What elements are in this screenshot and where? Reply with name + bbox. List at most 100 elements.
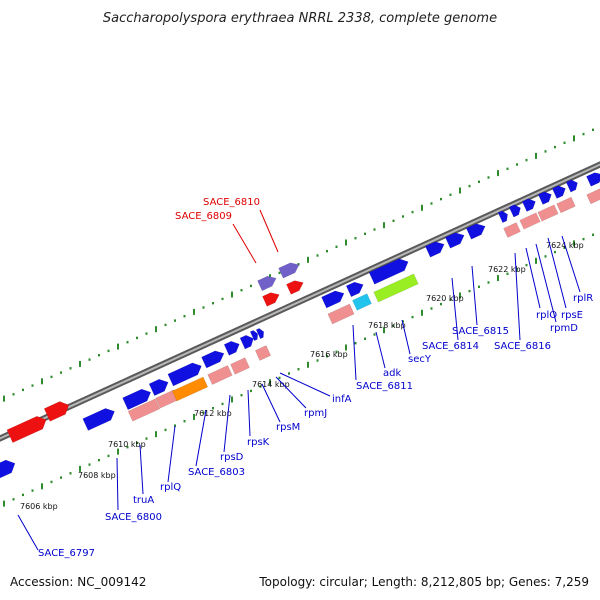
gene-feature[interactable] bbox=[503, 222, 521, 238]
tick-dot bbox=[392, 324, 395, 327]
gene-label[interactable]: SACE_6811 bbox=[356, 381, 413, 392]
gene-label[interactable]: secY bbox=[408, 354, 432, 365]
tick-dot bbox=[506, 272, 509, 275]
gene-label[interactable]: rplQ bbox=[160, 482, 181, 493]
gene-feature[interactable] bbox=[345, 279, 366, 298]
gene-feature[interactable] bbox=[424, 239, 446, 258]
gene-label[interactable]: rplR bbox=[573, 293, 593, 304]
gene-label[interactable]: rpmJ bbox=[304, 408, 327, 419]
gene-feature[interactable] bbox=[278, 260, 302, 279]
gene-label[interactable]: SACE_6803 bbox=[188, 467, 245, 478]
gene-feature[interactable] bbox=[508, 203, 523, 218]
gene-feature[interactable] bbox=[497, 209, 510, 223]
label-leader bbox=[401, 319, 411, 355]
gene-label[interactable]: rpmD bbox=[550, 323, 578, 334]
tick-dot bbox=[259, 385, 262, 388]
tick-dot bbox=[69, 472, 72, 475]
gene-feature[interactable] bbox=[254, 345, 272, 361]
tick-dot bbox=[506, 167, 509, 170]
gene-feature[interactable] bbox=[519, 212, 541, 230]
tick-dot bbox=[449, 193, 452, 196]
tick-dot bbox=[145, 437, 148, 440]
gene-feature[interactable] bbox=[0, 457, 18, 480]
label-leaders bbox=[17, 209, 581, 551]
tick-label: 7622 kbp bbox=[488, 265, 526, 274]
gene-feature[interactable] bbox=[373, 273, 419, 303]
gene-feature[interactable] bbox=[207, 365, 233, 385]
tick-dot bbox=[307, 256, 309, 263]
gene-feature[interactable] bbox=[321, 288, 347, 309]
gene-label[interactable]: truA bbox=[133, 495, 154, 506]
tick-dot bbox=[525, 158, 528, 162]
gene-label[interactable]: SACE_6797 bbox=[38, 548, 95, 559]
tick-dot bbox=[183, 315, 186, 318]
tick-dot bbox=[364, 337, 366, 340]
gene-feature[interactable] bbox=[239, 333, 256, 350]
tick-dot bbox=[335, 350, 338, 353]
gene-feature[interactable] bbox=[148, 376, 171, 396]
gene-label[interactable]: rplO bbox=[536, 310, 557, 321]
gene-feature[interactable] bbox=[230, 357, 250, 375]
tick-dot bbox=[221, 402, 224, 406]
tick-dot bbox=[41, 483, 43, 490]
gene-feature[interactable] bbox=[249, 329, 260, 342]
gene-feature[interactable] bbox=[257, 273, 279, 292]
gene-feature[interactable] bbox=[537, 204, 559, 222]
tick-dot bbox=[354, 342, 357, 345]
gene-feature[interactable] bbox=[565, 178, 580, 193]
gene-feature[interactable] bbox=[127, 398, 161, 422]
gene-label[interactable]: SACE_6809 bbox=[175, 211, 232, 222]
gene-label[interactable]: SACE_6810 bbox=[203, 197, 260, 208]
label-leader bbox=[535, 243, 557, 323]
gene-feature[interactable] bbox=[551, 184, 567, 199]
gene-label[interactable]: SACE_6815 bbox=[452, 326, 509, 337]
gene-feature[interactable] bbox=[262, 290, 281, 307]
gene-feature[interactable] bbox=[201, 348, 227, 369]
gene-feature[interactable] bbox=[586, 170, 600, 187]
tick-dot bbox=[31, 489, 34, 492]
tick-dot bbox=[221, 297, 224, 301]
label-leader bbox=[139, 444, 144, 495]
gene-label[interactable]: SACE_6800 bbox=[105, 512, 162, 523]
gene-feature[interactable] bbox=[167, 360, 204, 387]
gene-label[interactable]: SACE_6816 bbox=[494, 341, 551, 352]
gene-feature[interactable] bbox=[537, 190, 553, 205]
gene-feature[interactable] bbox=[82, 405, 118, 431]
gene-feature[interactable] bbox=[521, 197, 537, 212]
gene-feature[interactable] bbox=[586, 187, 600, 205]
gene-feature[interactable] bbox=[255, 327, 266, 340]
tick-dot bbox=[573, 240, 575, 247]
gene-label[interactable]: rpsE bbox=[561, 310, 583, 321]
gene-feature[interactable] bbox=[171, 376, 209, 402]
label-leader bbox=[514, 252, 521, 341]
gene-feature[interactable] bbox=[352, 293, 372, 311]
gene-feature[interactable] bbox=[223, 339, 242, 356]
gene-feature[interactable] bbox=[327, 303, 355, 325]
tick-dot bbox=[392, 219, 395, 222]
tick-dot bbox=[50, 480, 53, 484]
gene-label[interactable]: infA bbox=[332, 394, 352, 405]
gene-label[interactable]: adk bbox=[383, 368, 401, 379]
tick-dot bbox=[497, 275, 499, 282]
gene-feature[interactable] bbox=[122, 386, 154, 411]
tick-dot bbox=[88, 463, 91, 466]
gene-feature[interactable] bbox=[465, 221, 487, 240]
tick-dot bbox=[231, 291, 233, 298]
label-leader bbox=[547, 237, 567, 309]
gene-feature[interactable] bbox=[368, 256, 411, 285]
tick-dot bbox=[117, 448, 119, 455]
tick-dot bbox=[164, 323, 167, 327]
gene-feature[interactable] bbox=[43, 399, 72, 422]
gene-feature[interactable] bbox=[286, 278, 305, 295]
tick-label: 7612 kbp bbox=[194, 409, 232, 418]
gene-label[interactable]: SACE_6814 bbox=[422, 341, 479, 352]
gene-label[interactable]: rpsK bbox=[247, 437, 270, 448]
gene-label[interactable]: rpsM bbox=[276, 422, 300, 433]
gene-feature[interactable] bbox=[556, 196, 576, 214]
gene-feature[interactable] bbox=[444, 230, 466, 249]
tick-dot bbox=[136, 336, 138, 340]
gene-feature[interactable] bbox=[6, 413, 49, 444]
gene-label[interactable]: rpsD bbox=[220, 452, 244, 463]
label-leader bbox=[525, 247, 541, 309]
